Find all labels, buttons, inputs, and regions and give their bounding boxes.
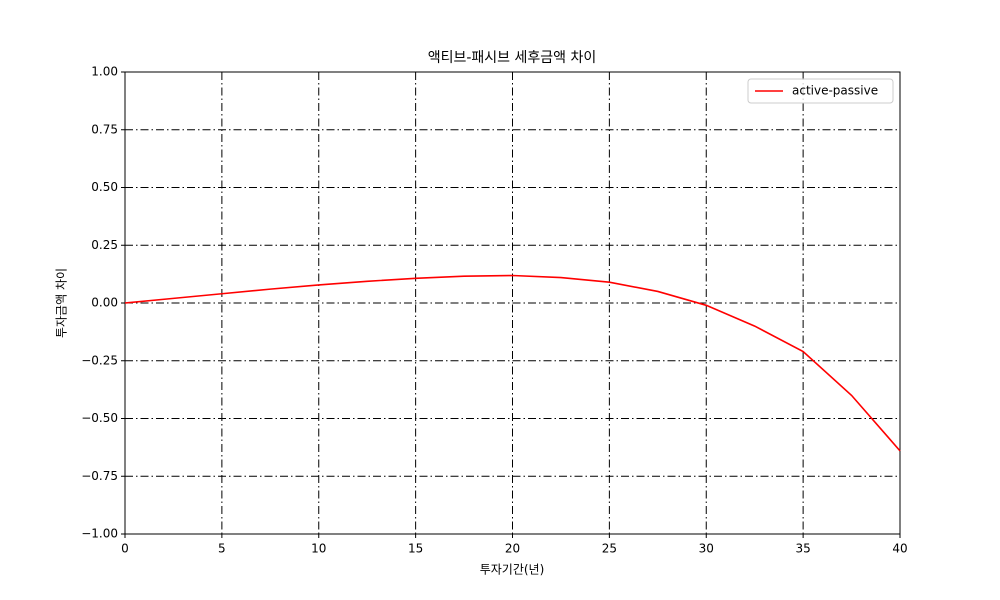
x-tick-label: 10 [311,542,326,556]
y-tick-label: −0.50 [81,411,118,425]
y-axis-label: 투자금액 차이 [55,268,69,338]
y-tick-label: 1.00 [91,65,118,79]
y-tick-label: 0.75 [91,122,118,136]
y-tick-label: −1.00 [81,527,118,541]
x-tick-label: 5 [218,542,226,556]
x-tick-label: 35 [795,542,810,556]
y-tick-label: −0.75 [81,469,118,483]
y-tick-label: 0.00 [91,296,118,310]
chart-title: 액티브-패시브 세후금액 차이 [428,50,597,66]
x-tick-label: 15 [408,542,423,556]
x-tick-label: 25 [602,542,617,556]
x-axis-label: 투자기간(년) [480,563,545,577]
legend-box [747,78,894,104]
x-tick-label: 0 [121,542,129,556]
x-tick-label: 40 [892,542,907,556]
x-tick-label: 20 [505,542,520,556]
y-tick-label: −0.25 [81,353,118,367]
x-tick-label: 30 [699,542,714,556]
y-tick-label: 0.50 [91,180,118,194]
legend-label: active-passive [792,84,878,98]
y-tick-label: 0.25 [91,238,118,252]
data-line [124,274,901,452]
